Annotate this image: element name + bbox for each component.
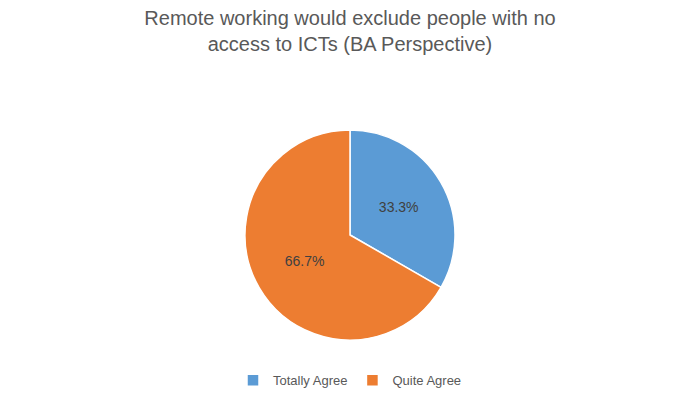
svg-text:33.3%: 33.3% (379, 199, 419, 215)
svg-text:Remote working would exclude p: Remote working would exclude people with… (144, 7, 555, 55)
svg-text:Quite Agree: Quite Agree (392, 373, 461, 388)
svg-text:Totally Agree: Totally Agree (273, 373, 347, 388)
svg-text:66.7%: 66.7% (285, 253, 325, 269)
